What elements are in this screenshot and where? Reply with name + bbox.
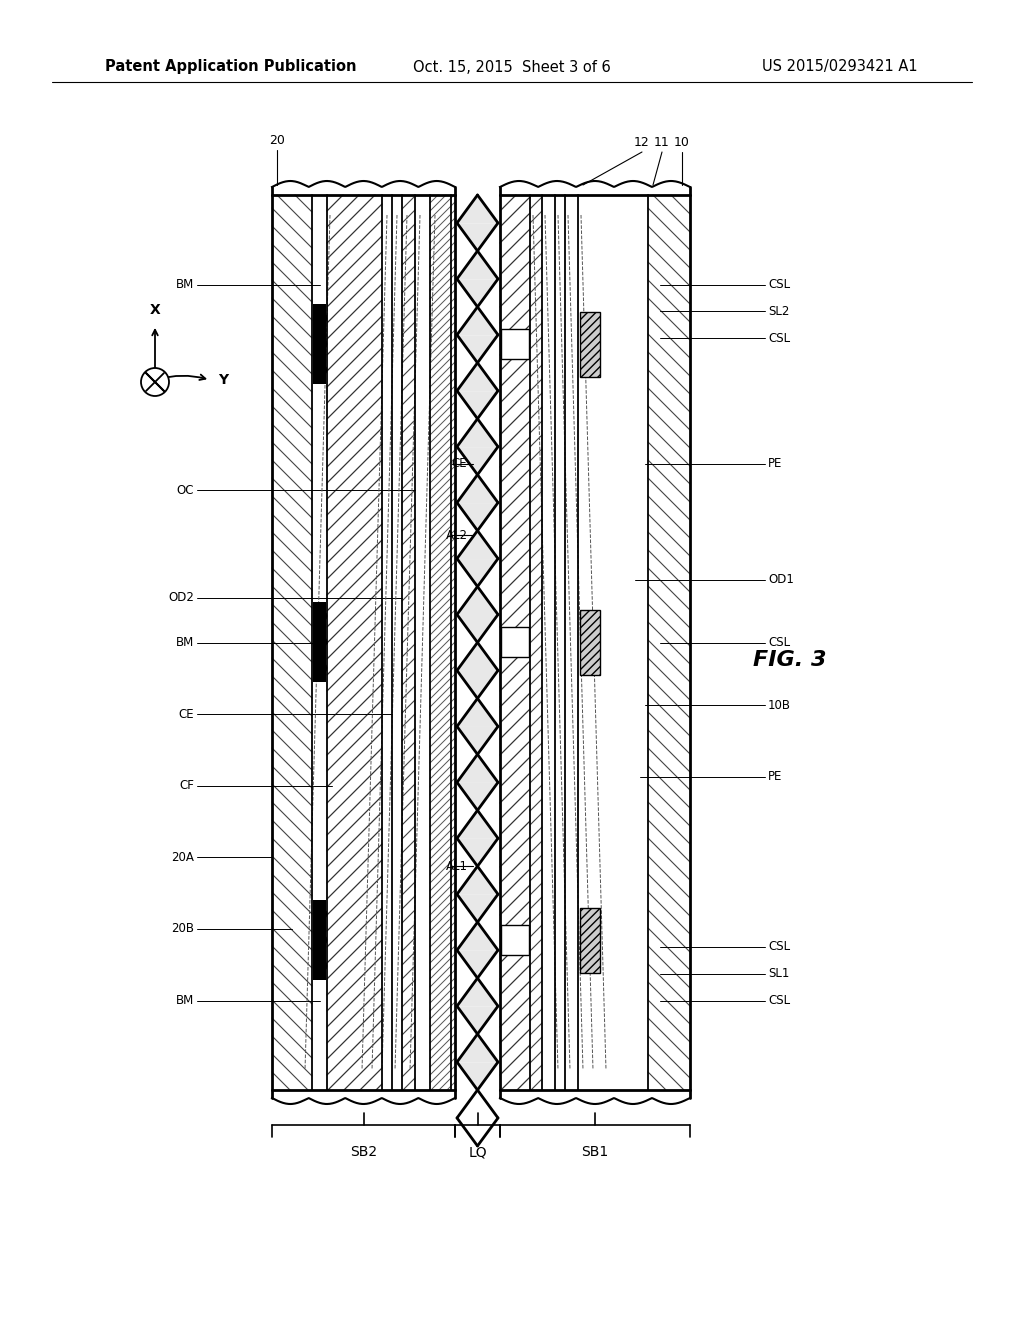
Circle shape bbox=[317, 638, 327, 647]
Text: FIG. 3: FIG. 3 bbox=[754, 649, 826, 671]
Circle shape bbox=[317, 909, 327, 919]
Text: BM: BM bbox=[176, 279, 194, 290]
Bar bbox=[501, 329, 529, 359]
Text: X: X bbox=[150, 304, 161, 317]
Text: LQ: LQ bbox=[468, 1144, 486, 1159]
Circle shape bbox=[317, 339, 327, 348]
Text: SB1: SB1 bbox=[582, 1144, 608, 1159]
Text: SL1: SL1 bbox=[768, 968, 790, 981]
Text: BM: BM bbox=[176, 994, 194, 1007]
Text: AL1: AL1 bbox=[445, 859, 468, 873]
Bar bbox=[272, 195, 455, 1090]
Text: CE: CE bbox=[452, 457, 468, 470]
Bar bbox=[580, 312, 600, 378]
Text: 20B: 20B bbox=[171, 923, 194, 936]
Text: CSL: CSL bbox=[768, 636, 791, 649]
Text: Y: Y bbox=[218, 374, 228, 387]
Text: OD1: OD1 bbox=[768, 573, 794, 586]
Text: CSL: CSL bbox=[768, 994, 791, 1007]
Text: 12: 12 bbox=[634, 136, 650, 149]
Text: 11: 11 bbox=[654, 136, 670, 149]
Circle shape bbox=[317, 663, 327, 673]
Text: SB2: SB2 bbox=[350, 1144, 377, 1159]
Text: 10B: 10B bbox=[768, 698, 791, 711]
Text: Patent Application Publication: Patent Application Publication bbox=[105, 59, 356, 74]
Circle shape bbox=[317, 313, 327, 323]
Text: Oct. 15, 2015  Sheet 3 of 6: Oct. 15, 2015 Sheet 3 of 6 bbox=[413, 59, 611, 74]
Circle shape bbox=[317, 935, 327, 945]
Circle shape bbox=[317, 611, 327, 620]
Text: CE: CE bbox=[178, 708, 194, 721]
Bar bbox=[313, 900, 326, 979]
Bar bbox=[313, 602, 326, 682]
Text: PE: PE bbox=[768, 771, 782, 783]
Bar bbox=[501, 925, 529, 954]
Text: AL2: AL2 bbox=[445, 528, 468, 541]
Text: OC: OC bbox=[176, 484, 194, 496]
Text: OD2: OD2 bbox=[168, 591, 194, 605]
Circle shape bbox=[317, 366, 327, 375]
Text: 10: 10 bbox=[674, 136, 690, 149]
Text: CSL: CSL bbox=[768, 940, 791, 953]
Bar bbox=[313, 304, 326, 384]
Text: 20A: 20A bbox=[171, 851, 194, 863]
Text: 20: 20 bbox=[269, 133, 285, 147]
Text: US 2015/0293421 A1: US 2015/0293421 A1 bbox=[763, 59, 918, 74]
Text: PE: PE bbox=[768, 457, 782, 470]
Text: CSL: CSL bbox=[768, 279, 791, 290]
Bar bbox=[501, 627, 529, 657]
Text: SL2: SL2 bbox=[768, 305, 790, 318]
Bar bbox=[580, 908, 600, 973]
Circle shape bbox=[141, 368, 169, 396]
Text: BM: BM bbox=[176, 636, 194, 649]
Circle shape bbox=[317, 961, 327, 972]
Text: CSL: CSL bbox=[768, 331, 791, 345]
Bar bbox=[580, 610, 600, 675]
Text: CF: CF bbox=[179, 779, 194, 792]
